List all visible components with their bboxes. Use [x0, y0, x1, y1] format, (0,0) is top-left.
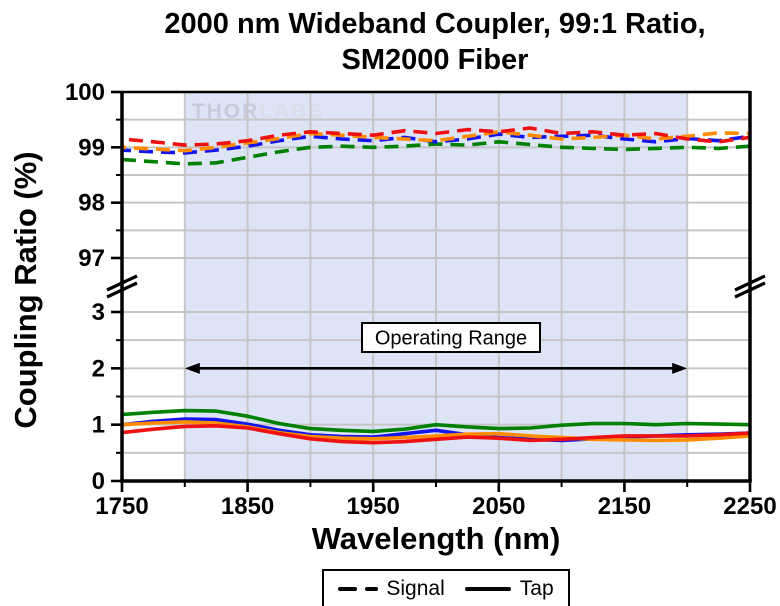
series-line-signal-orange	[121, 130, 751, 153]
operating-range-label: Operating Range	[375, 328, 527, 350]
series-line-signal-blue	[121, 132, 751, 155]
axis-break-mark	[106, 281, 138, 299]
series-line-tap-red	[121, 423, 751, 445]
axis-break-mark	[106, 274, 138, 292]
series-line-signal-green	[121, 140, 751, 166]
axis-break-mark	[734, 281, 766, 299]
signal-dashed-line-sample	[338, 586, 379, 591]
tick-label: 2150	[598, 493, 651, 520]
tick-label: 2050	[472, 493, 525, 520]
tick-label: 0	[92, 468, 105, 495]
series-line-tap-orange	[121, 420, 751, 443]
operating-range-box	[361, 322, 541, 353]
tick-label: 100	[65, 79, 105, 106]
legend: Signal Tap	[322, 569, 570, 606]
thorlabs-watermark: THORLABS	[192, 100, 325, 123]
tick-label: 1850	[221, 493, 274, 520]
tick-label: 2250	[723, 493, 776, 520]
tick-label: 3	[92, 299, 105, 326]
legend-tap-label: Tap	[519, 576, 554, 600]
tick-label: 99	[78, 134, 105, 161]
x-axis-title: Wavelength (nm)	[311, 521, 561, 556]
chart-title-line2: SM2000 Fiber	[341, 44, 529, 76]
tick-label: 97	[78, 245, 105, 272]
tick-label: 2	[92, 355, 105, 382]
chart-title: 2000 nm Wideband Coupler, 99:1 Ratio, SM…	[85, 6, 780, 78]
series-line-signal-red	[121, 126, 751, 147]
tick-label: 1	[92, 412, 105, 439]
chart-title-line1: 2000 nm Wideband Coupler, 99:1 Ratio,	[164, 8, 706, 40]
tick-label: 1950	[347, 493, 400, 520]
arrow-head-right	[672, 362, 688, 374]
axis-break-mark	[734, 274, 766, 292]
arrow-head-left	[184, 362, 200, 374]
tick-label: 1750	[95, 493, 148, 520]
legend-signal-label: Signal	[386, 576, 445, 600]
series-line-tap-green	[121, 408, 751, 434]
tap-solid-line-sample	[464, 586, 511, 591]
tick-label: 98	[78, 190, 105, 217]
